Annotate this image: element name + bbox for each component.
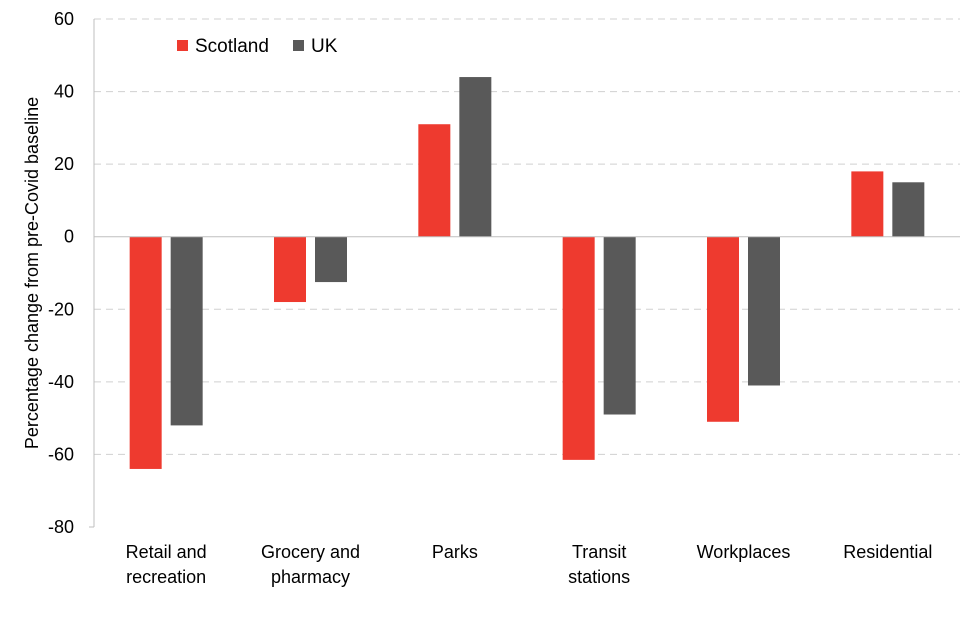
legend: Scotland UK: [177, 36, 338, 57]
bar-scotland-3: [562, 236, 595, 460]
x-category-label: Residential: [843, 542, 932, 562]
axes: [89, 19, 960, 528]
legend-swatch-uk: [293, 40, 304, 51]
x-axis-categories: Retail and recreation Grocery and pharmacy P…: [126, 542, 933, 587]
legend-swatch-scotland: [177, 40, 188, 51]
y-tick-label: 0: [64, 227, 74, 247]
y-axis-ticks: 60 40 20 0 -20 -40 -60 -80: [48, 9, 74, 537]
x-category-label: Parks: [432, 542, 478, 562]
y-tick-label: -40: [48, 372, 74, 392]
y-axis-label: Percentage change from pre-Covid baselin…: [22, 97, 42, 449]
bar-uk-0: [170, 236, 203, 426]
legend-label-scotland: Scotland: [195, 36, 269, 57]
bar-uk-2: [459, 77, 492, 237]
gridlines: [94, 18, 960, 455]
y-tick-label: -60: [48, 444, 74, 464]
x-category-label: recreation: [126, 567, 206, 587]
bars: [129, 77, 925, 469]
x-category-label: Transit: [572, 542, 626, 562]
y-tick-label: 20: [54, 154, 74, 174]
y-tick-label: 40: [54, 82, 74, 102]
x-category-label: Retail and: [126, 542, 207, 562]
x-category-label: Grocery and: [261, 542, 360, 562]
bar-uk-1: [315, 236, 347, 283]
x-category-label: stations: [568, 567, 630, 587]
bar-scotland-4: [707, 236, 739, 422]
y-tick-label: -80: [48, 517, 74, 537]
bar-uk-5: [892, 182, 925, 237]
bar-scotland-5: [851, 171, 884, 237]
y-tick-label: 60: [54, 9, 74, 29]
bar-scotland-2: [418, 124, 451, 237]
bar-uk-3: [603, 236, 636, 415]
bar-scotland-0: [129, 236, 162, 469]
legend-label-uk: UK: [311, 36, 338, 57]
bar-uk-4: [748, 236, 780, 386]
y-tick-label: -20: [48, 299, 74, 319]
bar-scotland-1: [274, 236, 306, 303]
x-category-label: Workplaces: [697, 542, 791, 562]
x-category-label: pharmacy: [271, 567, 350, 587]
